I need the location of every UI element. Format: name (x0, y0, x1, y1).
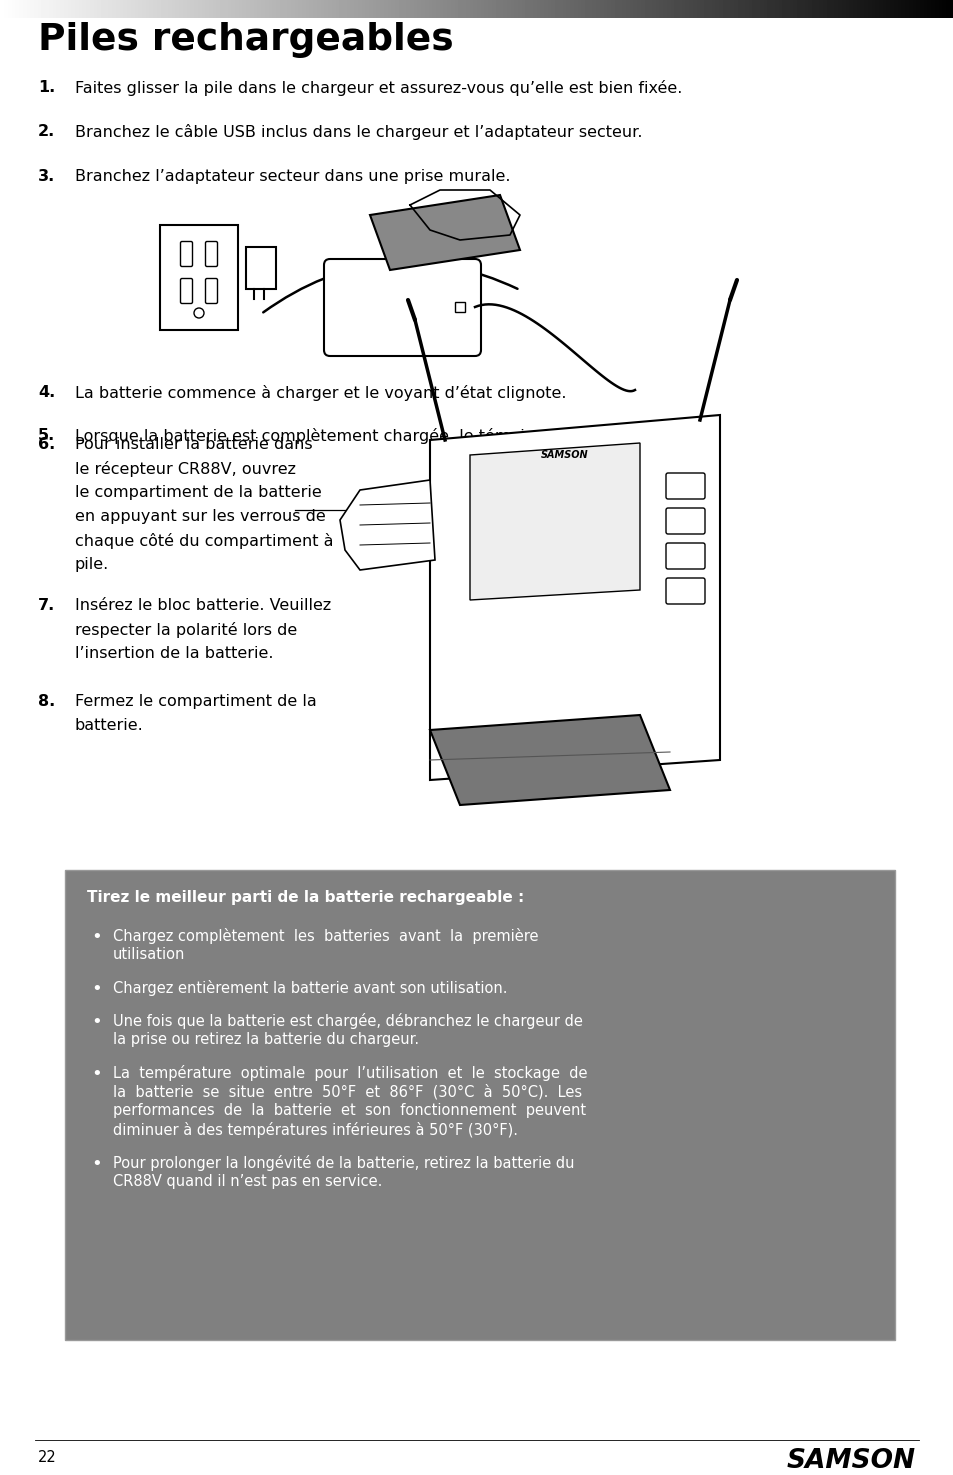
Text: •: • (91, 928, 102, 945)
Text: CR88V quand il n’est pas en service.: CR88V quand il n’est pas en service. (112, 1174, 382, 1189)
FancyBboxPatch shape (180, 279, 193, 304)
Text: le compartiment de la batterie: le compartiment de la batterie (75, 485, 321, 500)
Polygon shape (430, 715, 669, 805)
Polygon shape (339, 479, 435, 569)
Text: La  température  optimale  pour  l’utilisation  et  le  stockage  de: La température optimale pour l’utilisati… (112, 1065, 587, 1081)
Text: Faites glisser la pile dans le chargeur et assurez-vous qu’elle est bien fixée.: Faites glisser la pile dans le chargeur … (75, 80, 681, 96)
Text: Insérez le bloc batterie. Veuillez: Insérez le bloc batterie. Veuillez (75, 597, 331, 614)
Text: l’insertion de la batterie.: l’insertion de la batterie. (75, 646, 274, 661)
Text: La batterie commence à charger et le voyant d’état clignote.: La batterie commence à charger et le voy… (75, 385, 566, 401)
Text: •: • (91, 1013, 102, 1031)
Text: la  batterie  se  situe  entre  50°F  et  86°F  (30°C  à  50°C).  Les: la batterie se situe entre 50°F et 86°F … (112, 1084, 581, 1099)
Text: Pour prolonger la longévité de la batterie, retirez la batterie du: Pour prolonger la longévité de la batter… (112, 1155, 574, 1171)
Circle shape (193, 308, 204, 319)
Text: SAMSON: SAMSON (786, 1448, 915, 1474)
Text: performances  de  la  batterie  et  son  fonctionnement  peuvent: performances de la batterie et son fonct… (112, 1103, 585, 1118)
Text: 2.: 2. (38, 124, 55, 140)
Text: 1.: 1. (38, 80, 55, 94)
Text: en appuyant sur les verrous de: en appuyant sur les verrous de (75, 509, 325, 524)
Text: pile.: pile. (75, 558, 110, 572)
FancyBboxPatch shape (324, 260, 480, 355)
Text: Piles rechargeables: Piles rechargeables (38, 22, 453, 58)
Text: Une fois que la batterie est chargée, débranchez le chargeur de: Une fois que la batterie est chargée, dé… (112, 1013, 582, 1030)
Text: 3.: 3. (38, 168, 55, 184)
Text: batterie.: batterie. (75, 718, 144, 733)
FancyBboxPatch shape (665, 543, 704, 569)
Text: •: • (91, 979, 102, 999)
Bar (65, 870, 894, 1339)
Text: 22: 22 (38, 1450, 56, 1465)
Polygon shape (370, 195, 519, 270)
FancyBboxPatch shape (665, 578, 704, 603)
Text: Chargez complètement  les  batteries  avant  la  première: Chargez complètement les batteries avant… (112, 928, 537, 944)
FancyBboxPatch shape (205, 279, 217, 304)
Text: diminuer à des températures inférieures à 50°F (30°F).: diminuer à des températures inférieures … (112, 1122, 517, 1139)
Text: la prise ou retirez la batterie du chargeur.: la prise ou retirez la batterie du charg… (112, 1032, 418, 1047)
FancyBboxPatch shape (205, 242, 217, 267)
Text: chaque côté du compartiment à: chaque côté du compartiment à (75, 532, 334, 549)
Text: respecter la polarité lors de: respecter la polarité lors de (75, 622, 297, 639)
FancyBboxPatch shape (665, 473, 704, 499)
Text: utilisation: utilisation (112, 947, 185, 962)
Bar (246, 246, 275, 289)
Text: 7.: 7. (38, 597, 55, 614)
Text: •: • (91, 1155, 102, 1173)
Text: 5.: 5. (38, 428, 55, 442)
FancyBboxPatch shape (665, 507, 704, 534)
Text: 6.: 6. (38, 437, 55, 451)
Text: SAMSON: SAMSON (540, 450, 588, 460)
Text: Pour installer la batterie dans: Pour installer la batterie dans (75, 437, 313, 451)
Text: le récepteur CR88V, ouvrez: le récepteur CR88V, ouvrez (75, 462, 295, 476)
Text: Lorsque la batterie est complètement chargée, le témoin reste allumé.: Lorsque la batterie est complètement cha… (75, 428, 645, 444)
Text: Fermez le compartiment de la: Fermez le compartiment de la (75, 695, 316, 709)
Text: Tirez le meilleur parti de la batterie rechargeable :: Tirez le meilleur parti de la batterie r… (87, 889, 524, 906)
Bar (455, 302, 464, 313)
Text: 8.: 8. (38, 695, 55, 709)
Text: 4.: 4. (38, 385, 55, 400)
FancyBboxPatch shape (180, 242, 193, 267)
Bar (160, 226, 237, 330)
Polygon shape (430, 414, 720, 780)
Text: •: • (91, 1065, 102, 1083)
Polygon shape (470, 442, 639, 600)
Text: Branchez le câble USB inclus dans le chargeur et l’adaptateur secteur.: Branchez le câble USB inclus dans le cha… (75, 124, 641, 140)
Text: Chargez entièrement la batterie avant son utilisation.: Chargez entièrement la batterie avant so… (112, 979, 507, 996)
Text: Branchez l’adaptateur secteur dans une prise murale.: Branchez l’adaptateur secteur dans une p… (75, 168, 510, 184)
